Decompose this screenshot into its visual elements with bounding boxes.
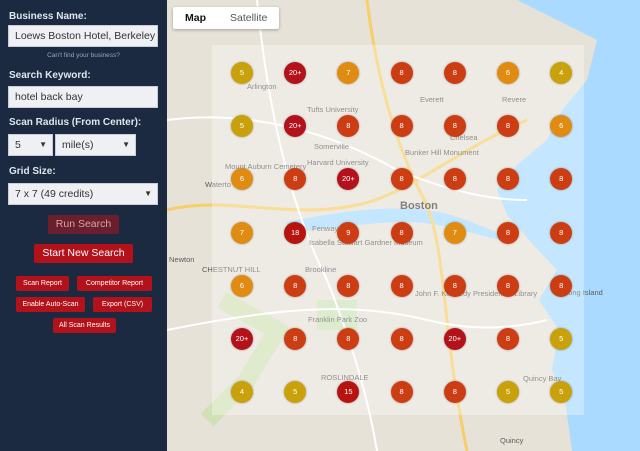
rank-pin[interactable]: 20+ xyxy=(443,328,466,350)
rank-pin[interactable]: 6 xyxy=(231,168,253,191)
tab-map[interactable]: Map xyxy=(185,12,206,24)
map-label-chelsea: Chelsea xyxy=(450,133,478,142)
map-label-chestnut-hill: CHESTNUT HILL xyxy=(202,265,261,274)
radius-unit-value: mile(s) xyxy=(62,139,94,151)
map-label-brookline: Brookline xyxy=(305,265,337,274)
rank-pin[interactable]: 8 xyxy=(550,221,573,244)
rank-pin[interactable]: 8 xyxy=(390,274,413,297)
map-label-fenway: Fenway xyxy=(312,224,339,233)
rank-pin[interactable]: 20+ xyxy=(284,62,307,84)
rank-pin[interactable]: 9 xyxy=(337,221,360,244)
rank-pin[interactable]: 5 xyxy=(231,115,253,138)
map-label-jfk: John F. Kennedy Presidential Library xyxy=(415,289,538,298)
rank-pin[interactable]: 8 xyxy=(443,62,466,84)
keyword-label: Search Keyword: xyxy=(9,70,91,81)
rank-pin[interactable]: 6 xyxy=(550,115,573,138)
chevron-down-icon: ▼ xyxy=(122,140,130,149)
chevron-down-icon: ▼ xyxy=(39,140,47,149)
grid-size-label: Grid Size: xyxy=(9,166,56,177)
rank-pin[interactable]: 8 xyxy=(390,328,413,350)
map-label-isabella: Isabella Stewart Gardner Museum xyxy=(309,238,423,247)
rank-pin[interactable]: 5 xyxy=(497,381,519,404)
map-label-roslindale: ROSLINDALE xyxy=(321,373,369,382)
map-label-watertown: Waterto xyxy=(205,180,231,189)
keyword-input[interactable]: hotel back bay xyxy=(8,86,158,108)
rank-pin[interactable]: 18 xyxy=(284,221,307,244)
enable-autoscan-button[interactable]: Enable Auto-Scan xyxy=(16,297,85,312)
rank-pin[interactable]: 8 xyxy=(497,221,519,244)
rank-pin[interactable]: 5 xyxy=(550,328,573,350)
map-label-mount-auburn: Mount Auburn Cemetery xyxy=(225,162,307,171)
run-search-button[interactable]: Run Search xyxy=(48,215,119,234)
rank-pin[interactable]: 8 xyxy=(443,168,466,191)
grid-size-value: 7 x 7 (49 credits) xyxy=(15,188,94,200)
rank-pin[interactable]: 8 xyxy=(284,168,307,191)
rank-pin[interactable]: 8 xyxy=(497,274,519,297)
rank-pin[interactable]: 5 xyxy=(231,62,253,84)
radius-unit-select[interactable]: mile(s) ▼ xyxy=(55,134,136,156)
map-label-harvard: Harvard University xyxy=(307,158,369,167)
map-label-somerville: Somerville xyxy=(314,142,350,151)
chevron-down-icon: ▼ xyxy=(144,189,152,198)
all-scan-results-button[interactable]: All Scan Results xyxy=(53,318,116,333)
competitor-report-button[interactable]: Competitor Report xyxy=(77,276,152,291)
map-label-tufts: Tufts University xyxy=(307,105,359,114)
sidebar: Business Name: Loews Boston Hotel, Berke… xyxy=(0,0,167,451)
rank-pin[interactable]: 5 xyxy=(284,381,307,404)
rank-pin[interactable]: 7 xyxy=(443,221,466,244)
rank-pin[interactable]: 8 xyxy=(497,328,519,350)
map-label-boston: Boston xyxy=(400,200,438,212)
grid-size-select[interactable]: 7 x 7 (49 credits) ▼ xyxy=(8,183,158,205)
map-label-bunker-hill: Bunker Hill Monument xyxy=(405,148,479,157)
rank-pin[interactable]: 8 xyxy=(497,168,519,191)
rank-pin[interactable]: 7 xyxy=(231,221,253,244)
rank-pin[interactable]: 4 xyxy=(550,62,573,84)
map-label-everett: Everett xyxy=(420,95,444,104)
rank-pin[interactable]: 20+ xyxy=(337,168,360,191)
map-label-arlington: Arlington xyxy=(247,82,277,91)
rank-pin[interactable]: 15 xyxy=(337,381,360,404)
radius-select[interactable]: 5 ▼ xyxy=(8,134,53,156)
radius-label: Scan Radius (From Center): xyxy=(9,117,142,128)
rank-pin[interactable]: 6 xyxy=(231,274,253,297)
rank-pin[interactable]: 8 xyxy=(443,115,466,138)
map-label-revere: Revere xyxy=(502,95,527,104)
start-new-search-button[interactable]: Start New Search xyxy=(34,244,133,263)
rank-pin[interactable]: 8 xyxy=(284,328,307,350)
rank-pin[interactable]: 7 xyxy=(337,62,360,84)
rank-pin[interactable]: 8 xyxy=(390,381,413,404)
rank-pin[interactable]: 5 xyxy=(550,381,573,404)
rank-pin[interactable]: 8 xyxy=(443,274,466,297)
map-area[interactable]: Map Satellite Boston Somerville Brooklin… xyxy=(167,0,640,451)
rank-pin[interactable]: 20+ xyxy=(284,115,307,138)
rank-pin[interactable]: 8 xyxy=(337,328,360,350)
map-label-quincy-bay: Quincy Bay xyxy=(523,374,562,383)
rank-pin[interactable]: 8 xyxy=(337,274,360,297)
export-csv-button[interactable]: Export (CSV) xyxy=(93,297,152,312)
rank-pin[interactable]: 8 xyxy=(337,115,360,138)
rank-pin[interactable]: 8 xyxy=(497,115,519,138)
scan-report-button[interactable]: Scan Report xyxy=(16,276,69,291)
map-type-toggle: Map Satellite xyxy=(173,7,280,29)
rank-pin[interactable]: 8 xyxy=(284,274,307,297)
business-name-input[interactable]: Loews Boston Hotel, Berkeley xyxy=(8,25,158,47)
map-label-quincy: Quincy xyxy=(500,436,524,445)
tab-satellite[interactable]: Satellite xyxy=(230,12,268,24)
rank-pin[interactable]: 4 xyxy=(231,381,253,404)
rank-pin[interactable]: 8 xyxy=(390,62,413,84)
rank-pin[interactable]: 8 xyxy=(390,168,413,191)
map-label-franklin-park-zoo: Franklin Park Zoo xyxy=(308,315,368,324)
rank-pin[interactable]: 20+ xyxy=(231,328,253,350)
rank-pin[interactable]: 8 xyxy=(550,274,573,297)
business-name-label: Business Name: xyxy=(9,11,87,22)
rank-pin[interactable]: 8 xyxy=(390,115,413,138)
rank-pin[interactable]: 8 xyxy=(550,168,573,191)
rank-pin[interactable]: 8 xyxy=(443,381,466,404)
radius-value: 5 xyxy=(15,139,21,151)
rank-pin[interactable]: 6 xyxy=(497,62,519,84)
map-label-newton: Newton xyxy=(169,255,195,264)
cant-find-link[interactable]: Can't find your business? xyxy=(47,52,120,59)
rank-pin[interactable]: 8 xyxy=(390,221,413,244)
map-label-long-island: Long Island xyxy=(564,288,603,297)
